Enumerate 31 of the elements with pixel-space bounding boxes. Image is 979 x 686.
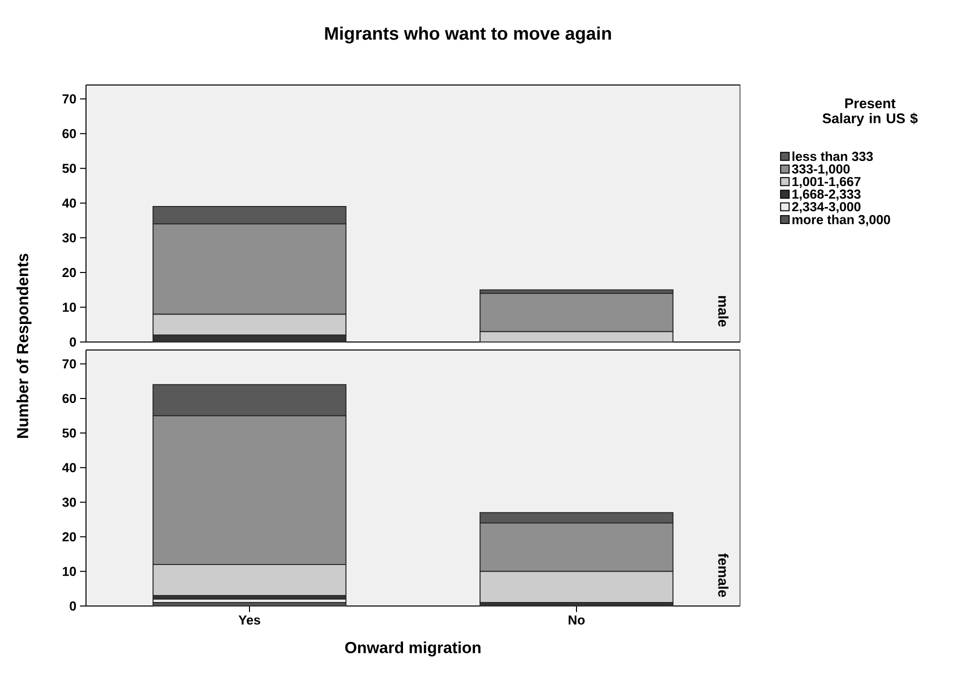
- y-tick-label: 0: [70, 601, 76, 611]
- y2-axis-title: male: [718, 296, 728, 327]
- y-tick-label: 50: [62, 164, 76, 173]
- y-axis-title: Number of Respondents: [16, 254, 32, 438]
- y-tick-label: 60: [62, 129, 76, 138]
- y-tick-label: 20: [62, 268, 76, 278]
- legend-label: 333-1,000: [792, 164, 850, 176]
- y-tick-label: 40: [62, 463, 76, 472]
- y-tick-label: 10: [62, 566, 76, 576]
- chart-title: Migrants who want to move again: [325, 26, 611, 44]
- legend-label: 2,334-3,000: [792, 202, 860, 214]
- legend-label: more than 3,000: [792, 214, 890, 226]
- y-tick-label: 70: [62, 94, 76, 104]
- bar: [152, 602, 346, 606]
- y-tick-label: 0: [70, 337, 76, 347]
- legend-label: less than 333: [792, 151, 873, 162]
- x-tick-label: No: [568, 616, 585, 625]
- y2-axis-title: female: [718, 553, 728, 597]
- y-tick-label: 20: [62, 532, 76, 542]
- y-tick-label: 70: [62, 359, 76, 368]
- y-tick-label: 30: [62, 498, 76, 507]
- legend-label: 1,001-1,667: [792, 176, 860, 188]
- x-axis-title: Onward migration: [345, 641, 480, 656]
- y-tick-label: 30: [62, 233, 76, 242]
- y-tick-label: 50: [62, 428, 76, 438]
- legend-label: 1,668-2,333: [792, 190, 861, 201]
- x-tick-label: Yes: [238, 616, 260, 625]
- legend-title: Present Salary in US $: [822, 98, 918, 126]
- y-tick-label: 10: [62, 302, 76, 312]
- y-tick-label: 60: [62, 394, 76, 404]
- y-tick-label: 40: [62, 198, 76, 208]
